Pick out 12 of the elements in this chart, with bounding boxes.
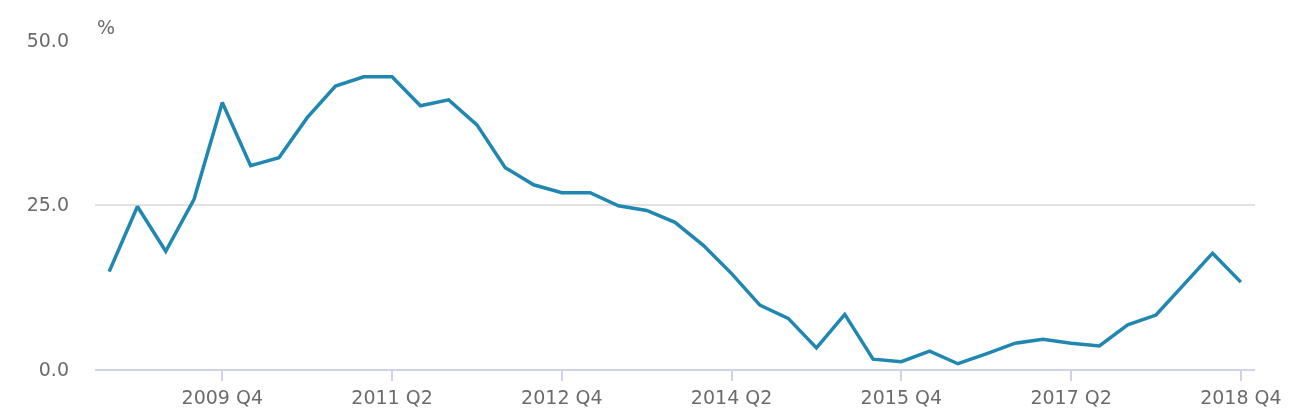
line-series (107, 75, 1243, 366)
x-tick-label: 2018 Q4 (1200, 385, 1282, 408)
y-axis-title: % (97, 16, 116, 38)
x-tick-label: 2012 Q4 (521, 385, 603, 408)
x-tick-label: 2009 Q4 (181, 385, 264, 408)
x-tick-label: 2014 Q2 (690, 385, 773, 408)
x-tick-label: 2011 Q2 (351, 385, 433, 408)
y-tick-label: 25.0 (26, 193, 69, 216)
y-tick-label: 50.0 (26, 28, 69, 51)
y-tick-label: 0.0 (38, 357, 69, 380)
x-tick-label: 2017 Q2 (1030, 385, 1112, 408)
x-tick-label: 2015 Q4 (860, 385, 943, 408)
